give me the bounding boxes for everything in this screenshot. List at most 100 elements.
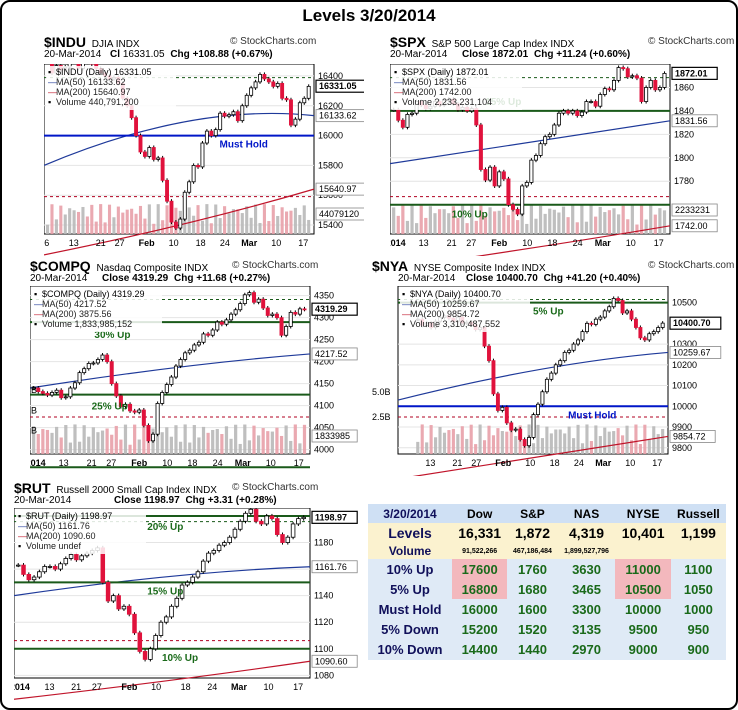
candle xyxy=(501,171,506,180)
candle xyxy=(495,393,500,411)
legend-item: MA(50) 1161.76 xyxy=(26,521,90,531)
candle xyxy=(238,303,243,311)
volume-bar xyxy=(169,215,174,234)
candle xyxy=(128,403,133,412)
candle xyxy=(138,135,143,153)
volume-bar xyxy=(266,431,270,454)
candle xyxy=(400,119,405,128)
chg-value: +3.31 (+0.28%) xyxy=(207,495,277,506)
volume-bar xyxy=(55,426,59,454)
volume-bar xyxy=(474,444,478,454)
volume-bar xyxy=(603,427,607,454)
legend-bg xyxy=(392,66,522,110)
chg-label: Chg xyxy=(543,273,564,284)
x-tick-label: 27 xyxy=(466,238,476,248)
level-value-cell: 10000 xyxy=(615,599,671,620)
level-value-cell: 10500 xyxy=(615,579,671,600)
x-tick-label: 10 xyxy=(271,238,281,248)
volume-bar xyxy=(434,437,438,454)
volume-bar xyxy=(594,425,598,454)
candle xyxy=(549,372,554,380)
candle xyxy=(520,185,525,215)
candle xyxy=(147,147,152,157)
candle xyxy=(264,515,269,525)
candle xyxy=(571,343,576,351)
volume-bar xyxy=(563,433,567,454)
candle xyxy=(483,169,488,181)
level-value-cell: 16000 xyxy=(452,599,508,620)
x-tick-label: Feb xyxy=(121,682,138,692)
candle xyxy=(556,112,561,126)
volume-bar xyxy=(469,424,473,454)
volume-bar xyxy=(81,206,85,234)
volume-bar xyxy=(465,223,469,234)
volume-bar xyxy=(174,425,178,454)
y-tick-label: 4000 xyxy=(314,445,334,455)
level-annotation: 15% Up xyxy=(147,586,183,597)
volume-bar xyxy=(662,210,667,234)
volume-bar xyxy=(470,204,474,234)
level-annotation: 20% Up xyxy=(147,522,183,533)
volume-bar xyxy=(41,429,45,454)
volume-bar xyxy=(85,216,89,234)
volume-bar xyxy=(50,204,54,234)
volume-bar xyxy=(500,431,504,454)
candle xyxy=(259,520,264,525)
legend-swatch: — xyxy=(18,531,27,541)
level-value-cell: 3465 xyxy=(557,579,616,600)
candle xyxy=(285,536,291,543)
candle xyxy=(585,322,589,333)
level-value-cell: 1440 xyxy=(507,639,558,660)
candle xyxy=(396,109,401,121)
volume-bar xyxy=(516,220,520,234)
candle xyxy=(222,112,227,117)
legend-item: $SPX (Daily) 1872.01 xyxy=(402,67,489,77)
volume-bar xyxy=(572,438,576,454)
volume-bar xyxy=(156,204,160,234)
x-tick-label: 13 xyxy=(69,238,79,248)
candle xyxy=(602,88,607,95)
candle xyxy=(45,392,50,396)
price-tag-box xyxy=(311,510,358,524)
volume-bar xyxy=(536,424,540,454)
volume-bar xyxy=(240,213,244,234)
y-tick-label: 1800 xyxy=(674,153,694,163)
row-label: Volume xyxy=(368,543,452,559)
candle xyxy=(639,77,644,102)
volume-bar xyxy=(419,204,423,234)
candle xyxy=(474,108,479,126)
volume-bar xyxy=(245,206,249,234)
volume-bar xyxy=(137,439,141,454)
volume-bar xyxy=(644,219,648,234)
volume-bar xyxy=(603,212,607,234)
candle xyxy=(232,528,238,538)
legend-bg xyxy=(32,288,162,332)
price-tag-box xyxy=(671,219,718,233)
close-label: Close xyxy=(462,49,490,60)
volume-bar xyxy=(598,436,602,454)
ma200-line xyxy=(475,225,671,256)
candle xyxy=(31,576,37,581)
price-tag-box xyxy=(311,654,358,668)
candle xyxy=(258,74,262,83)
legend-bg xyxy=(400,288,530,332)
volume-bar xyxy=(561,206,566,234)
volume-bar xyxy=(121,212,125,234)
candle xyxy=(216,544,222,551)
volume-bar xyxy=(103,222,107,234)
candle xyxy=(215,321,220,331)
price-tag-box xyxy=(315,182,364,196)
candle xyxy=(190,576,195,583)
date: 20-Mar-2014 xyxy=(14,495,72,506)
volume-bar xyxy=(270,431,274,454)
candle xyxy=(118,395,123,407)
candle xyxy=(79,555,84,561)
price-tag-box xyxy=(311,347,358,361)
candle xyxy=(515,208,520,215)
table-header-row: 3/20/2014 Dow S&P NAS NYSE Russell xyxy=(368,504,726,524)
legend-item: MA(200) 9854.72 xyxy=(410,309,480,319)
x-tick-label: 24 xyxy=(220,238,230,248)
legend: ▪ $COMPQ (Daily) 4319.29— MA(50) 4217.52— M… xyxy=(32,288,162,332)
